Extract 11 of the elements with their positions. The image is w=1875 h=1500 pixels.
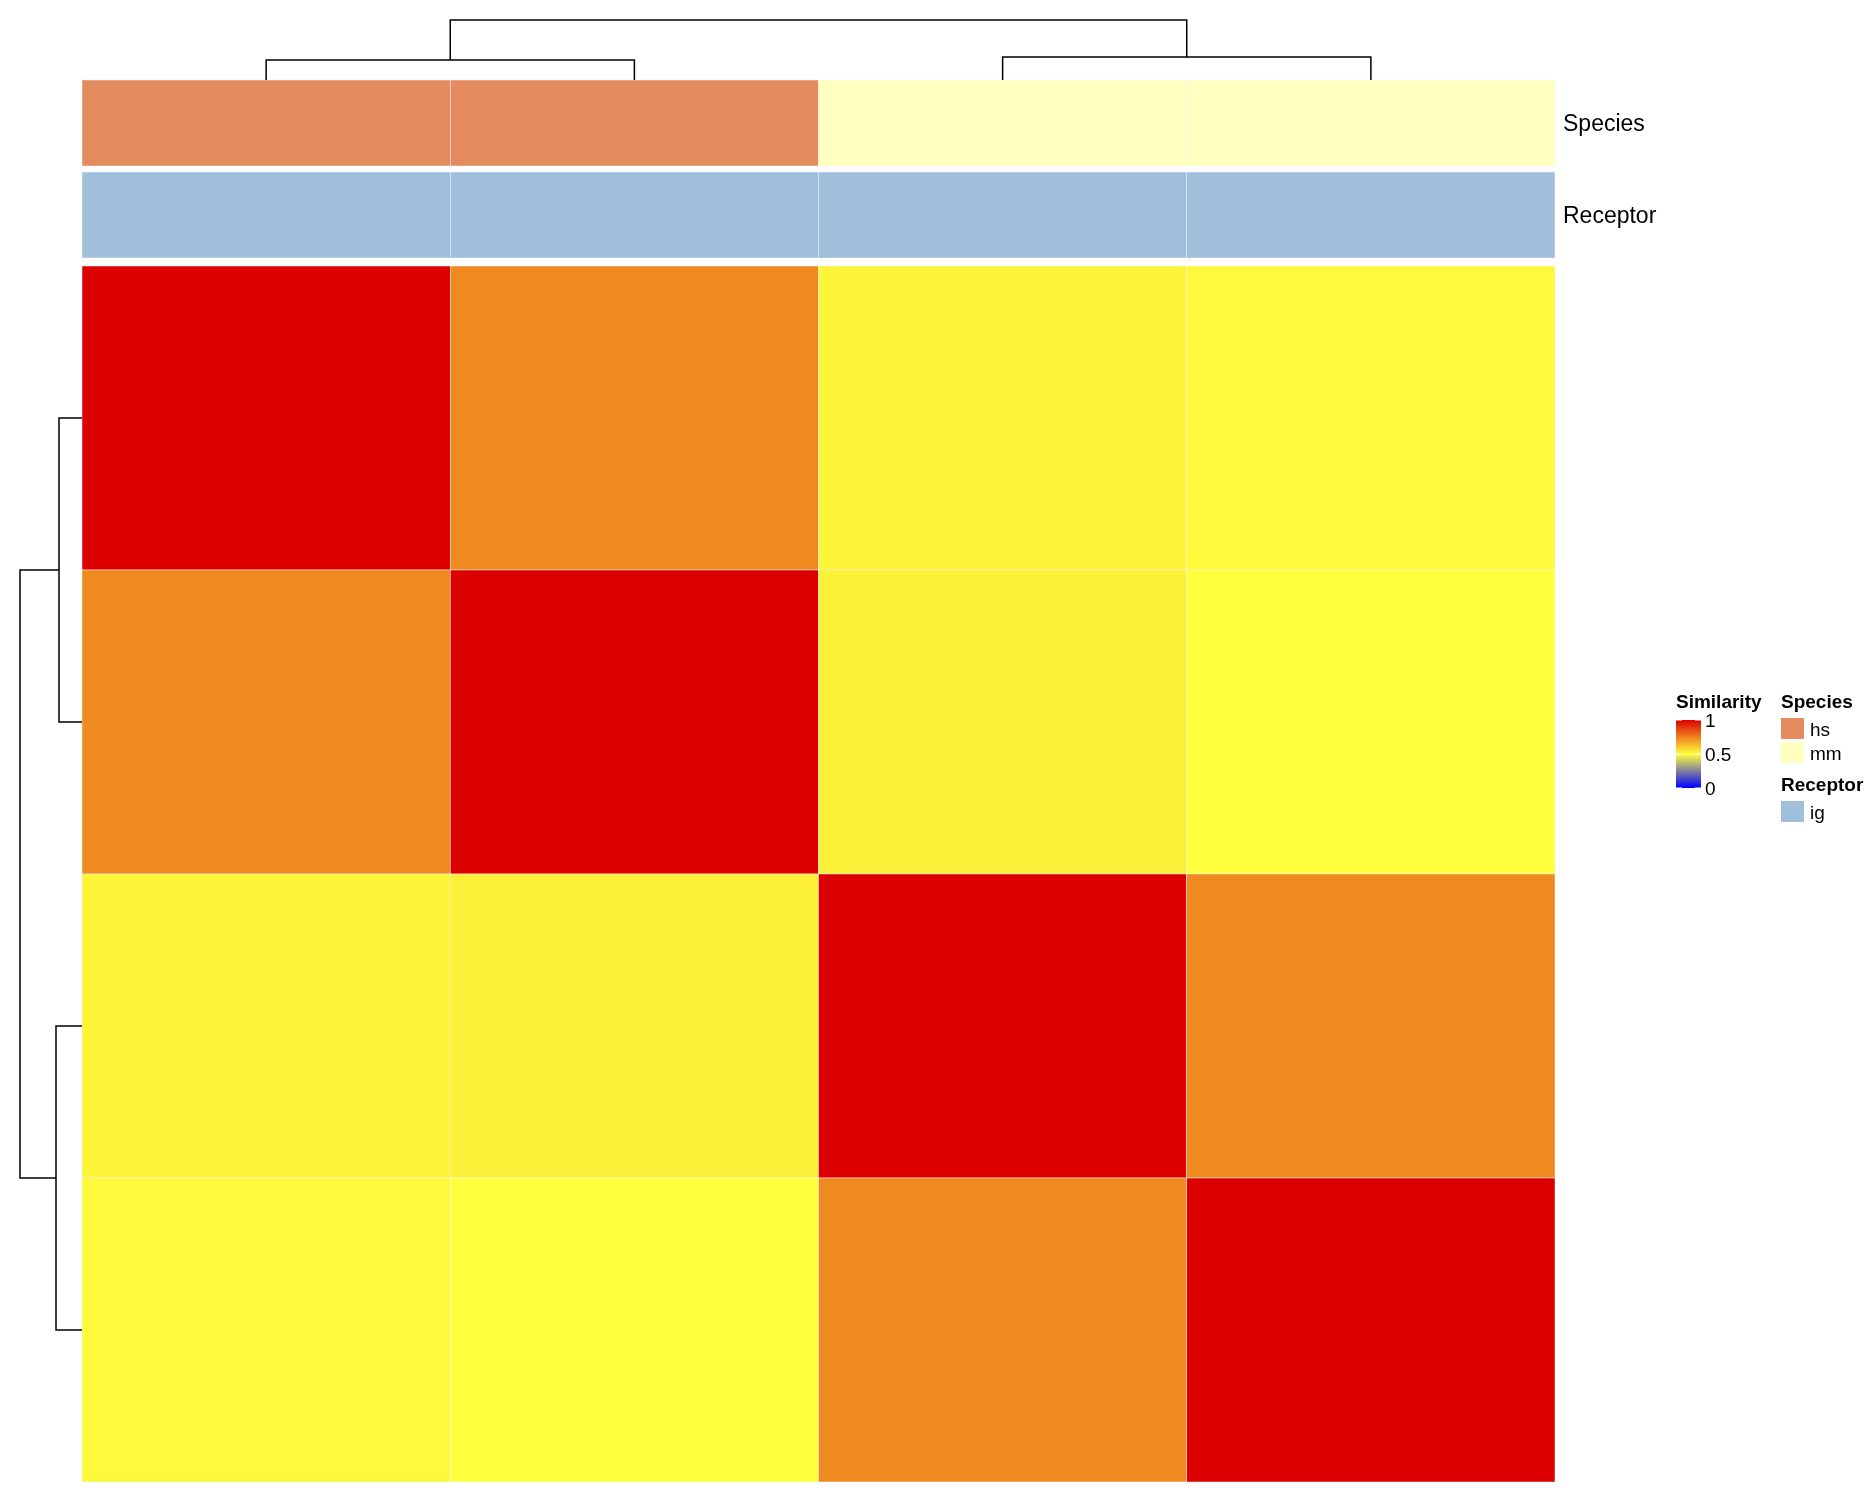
- color-bar-label: 0: [1705, 778, 1716, 799]
- color-bar-label: 0.5: [1705, 744, 1732, 765]
- text: hs: [1810, 719, 1831, 740]
- color-bar-title: Similarity: [1676, 691, 1762, 712]
- text: mm: [1810, 743, 1842, 764]
- color-bar-label: 1: [1705, 710, 1716, 731]
- text: Receptor: [1781, 774, 1864, 795]
- text: Species: [1563, 110, 1645, 136]
- text: ig: [1810, 802, 1825, 823]
- text: Receptor: [1563, 202, 1657, 228]
- text: Species: [1781, 691, 1853, 712]
